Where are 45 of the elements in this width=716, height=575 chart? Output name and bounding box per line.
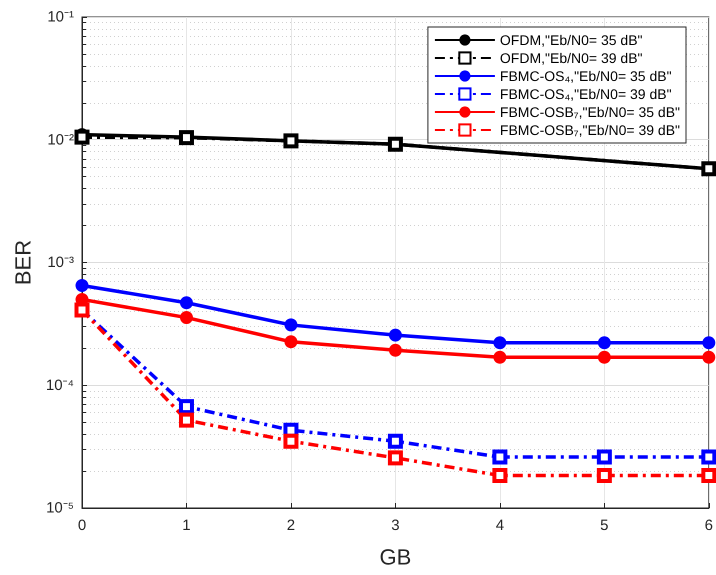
point [492, 450, 508, 465]
x-tick-label: 5 [600, 517, 609, 534]
point [596, 468, 612, 483]
legend-label: FBMC-OSB₇,"Eb/N0= 39 dB" [500, 122, 680, 138]
point [76, 278, 88, 292]
point [598, 350, 611, 364]
x-axis-title: GB [380, 544, 412, 570]
point [596, 450, 612, 465]
y-tick-label: 10⁻⁴ [46, 376, 74, 394]
point [702, 350, 716, 364]
point [701, 468, 716, 483]
y-axis-title: BER [10, 240, 36, 286]
point [283, 434, 298, 449]
point [493, 336, 506, 350]
x-tick-label: 0 [78, 517, 86, 534]
x-tick-label: 6 [704, 517, 713, 534]
point [388, 344, 402, 357]
y-tick-label: 10⁻² [47, 131, 74, 148]
point [388, 328, 402, 342]
legend-label: FBMC-OS₄,"Eb/N0= 39 dB" [500, 86, 672, 102]
point [388, 434, 403, 449]
legend-label: OFDM,"Eb/N0= 35 dB" [500, 32, 643, 48]
y-tick-label: 10⁻³ [47, 254, 74, 271]
point [493, 350, 506, 364]
x-tick-label: 3 [391, 517, 400, 534]
y-tick-label: 10⁻¹ [47, 8, 74, 26]
point [180, 296, 193, 310]
point [492, 468, 508, 483]
point [701, 450, 716, 465]
legend-label: FBMC-OS₄,"Eb/N0= 35 dB" [500, 68, 672, 84]
point [598, 336, 611, 350]
point [74, 130, 90, 145]
x-tick-label: 2 [286, 517, 296, 534]
point [702, 336, 716, 350]
y-tick-label: 10⁻⁵ [46, 500, 74, 516]
x-tick-label: 1 [182, 517, 191, 534]
point [178, 412, 194, 428]
x-tick-label: 4 [496, 517, 504, 534]
point [284, 335, 298, 348]
legend-label: OFDM,"Eb/N0= 39 dB" [500, 50, 643, 66]
point [388, 450, 403, 466]
point [284, 318, 298, 332]
point [180, 311, 193, 324]
point [178, 399, 194, 414]
legend-label: FBMC-OSB₇,"Eb/N0= 35 dB" [500, 104, 680, 120]
